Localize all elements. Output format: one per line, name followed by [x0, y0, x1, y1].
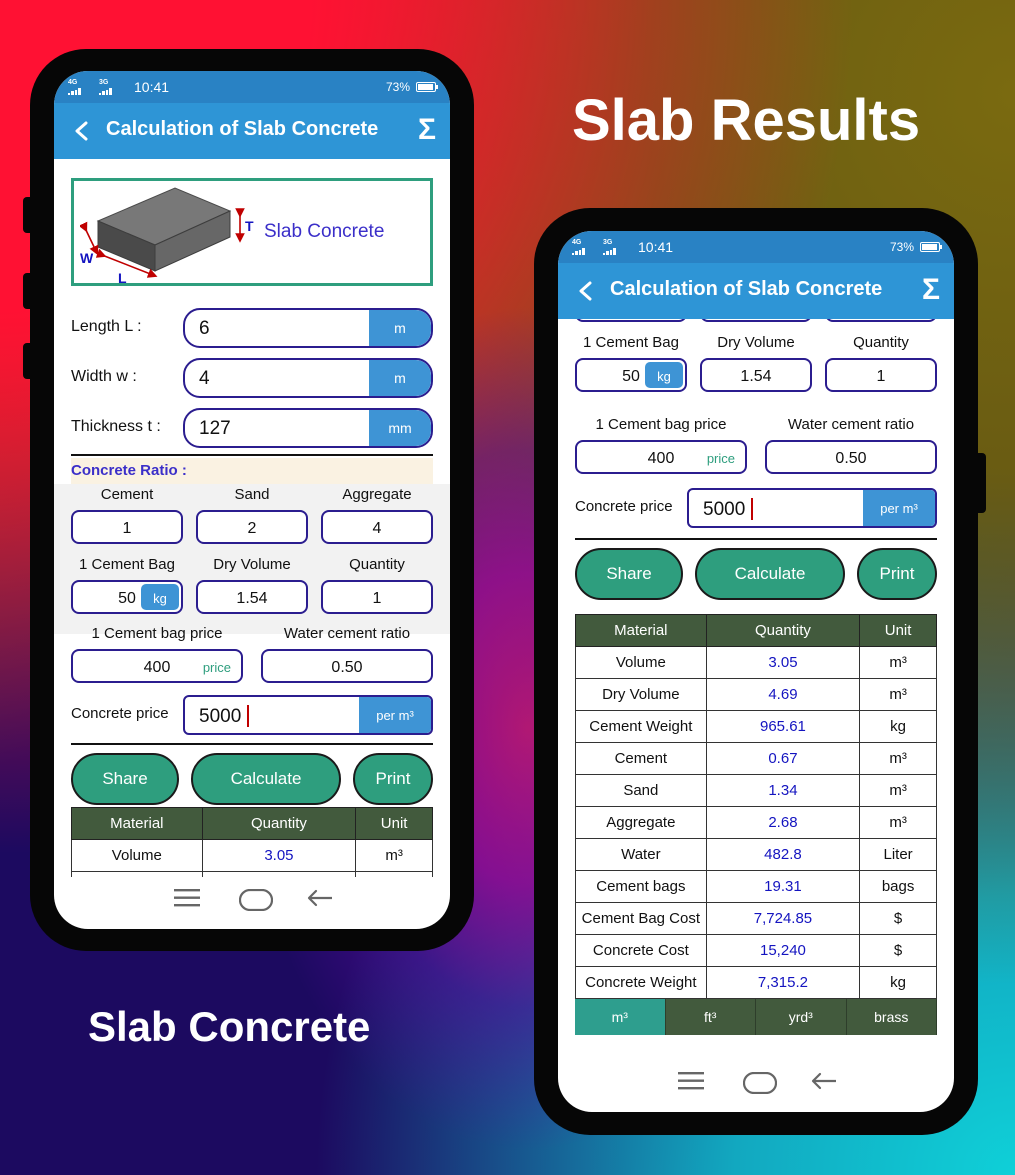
svg-text:W: W — [80, 250, 94, 266]
svg-text:L: L — [118, 270, 127, 283]
svg-text:T: T — [245, 218, 254, 234]
